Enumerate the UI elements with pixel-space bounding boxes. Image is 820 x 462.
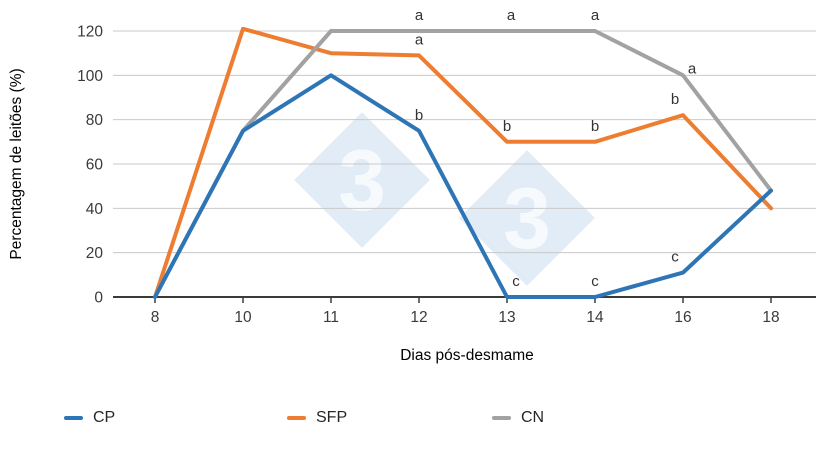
watermark-diamond: 3 [459,150,595,286]
sig-letter-sfp-16: b [671,91,679,108]
x-tick-label: 12 [410,309,427,326]
data-series [153,26,773,299]
sig-letter-cp-14: c [591,273,599,290]
x-tick-label: 18 [762,309,779,326]
y-tick-label: 60 [86,157,104,174]
legend-item-sfp: SFP [287,405,347,431]
legend: CP SFP CN [0,405,820,431]
y-axis-title: Percentagem de leitões (%) [8,68,25,259]
watermark-diamond: 3 [294,112,430,248]
sig-letter-cn-13: a [507,7,516,24]
legend-item-cp: CP [64,405,115,431]
watermark-glyph: 3 [503,171,551,267]
legend-swatch-sfp [287,416,306,420]
y-tick-label: 20 [86,245,104,262]
legend-label: SFP [316,409,348,426]
y-tick-label: 40 [86,201,104,218]
x-tick-label: 8 [151,309,160,326]
x-tick-label: 10 [234,309,252,326]
x-tick-label: 13 [498,309,515,326]
sig-letter-cp-13: c [512,273,520,290]
legend-label: CP [93,409,116,426]
legend-swatch-cp [64,416,83,420]
sig-letter-sfp-14: b [591,118,599,135]
legend-item-cn: CN [492,405,544,431]
x-tick-label: 11 [323,309,339,326]
series-line-cn [153,29,773,299]
sig-letter-cn-12: a [415,7,424,24]
sig-letter-sfp-12: a [415,31,424,48]
sig-letter-cp-16: c [671,249,679,266]
watermark-glyph: 3 [338,133,386,229]
sig-letter-cp-12: b [415,107,423,124]
y-tick-label: 120 [77,24,103,41]
sig-letter-cn-14: a [591,7,600,24]
y-tick-label: 80 [86,112,104,129]
sig-letter-sfp-13: b [503,118,511,135]
y-tick-label: 100 [77,68,103,85]
x-tick-label: 16 [674,309,691,326]
x-tick-label: 14 [586,309,604,326]
series-line-cp [153,73,773,299]
sig-letter-cn-16: a [688,60,697,77]
series-line-sfp [153,26,773,299]
axes: 0 20 40 60 80 100 120 8 10 11 12 13 14 16 18 [77,24,816,326]
legend-label: CN [521,409,545,426]
y-tick-label: 0 [94,290,103,307]
legend-swatch-cn [492,416,511,420]
x-axis-title: Dias pós-desmame [400,347,534,364]
